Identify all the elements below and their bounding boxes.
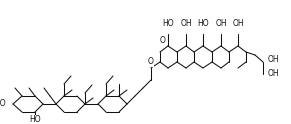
Text: HO: HO: [197, 19, 209, 28]
Text: OH: OH: [215, 19, 227, 28]
Text: HO: HO: [162, 19, 174, 28]
Text: HO: HO: [0, 99, 6, 108]
Text: OH: OH: [268, 56, 280, 64]
Text: HO: HO: [29, 115, 41, 124]
Text: O: O: [160, 36, 166, 45]
Text: OH: OH: [268, 69, 280, 78]
Text: OH: OH: [180, 19, 192, 28]
Text: O: O: [148, 58, 154, 66]
Text: OH: OH: [232, 19, 244, 28]
